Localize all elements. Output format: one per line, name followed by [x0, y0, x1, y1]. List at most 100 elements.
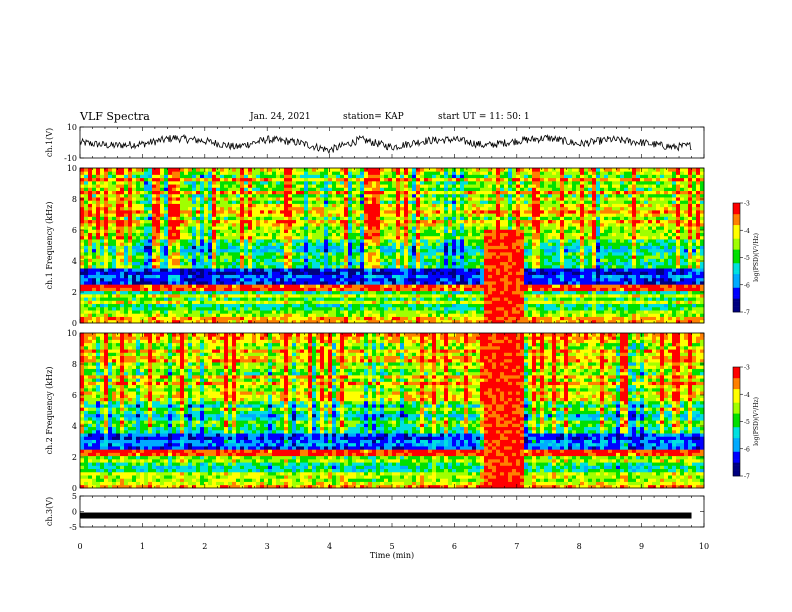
spectrogram-cell	[468, 274, 473, 279]
spectrogram-cell	[320, 180, 325, 185]
spectrogram-cell	[172, 216, 177, 221]
spectrogram-cell	[232, 235, 237, 240]
spectrogram-cell	[100, 258, 105, 263]
spectrogram-cell	[148, 168, 153, 172]
spectrogram-cell	[280, 171, 285, 175]
spectrogram-cell	[128, 274, 133, 279]
spectrogram-cell	[172, 171, 177, 175]
spectrogram-cell	[480, 193, 485, 198]
spectrogram-cell	[308, 264, 313, 269]
spectrogram-cell	[376, 184, 381, 188]
spectrogram-cell	[168, 277, 173, 282]
spectrogram-cell	[156, 193, 161, 198]
spectrogram-cell	[228, 197, 233, 201]
spectrogram-cell	[88, 180, 93, 185]
spectrogram-cell	[228, 268, 233, 272]
spectrogram-cell	[296, 264, 301, 269]
spectrogram-cell	[284, 219, 289, 224]
spectrogram-cell	[272, 287, 277, 292]
spectrogram-cell	[156, 200, 161, 204]
spectrogram-cell	[164, 226, 169, 230]
spectrogram-cell	[220, 251, 225, 256]
spectrogram-cell	[144, 281, 149, 285]
spectrogram-cell	[312, 248, 317, 253]
spectrogram-cell	[304, 203, 309, 208]
spectrogram-cell	[340, 180, 345, 185]
spectrogram-cell	[136, 180, 141, 185]
spectrogram-cell	[180, 213, 185, 217]
spectrogram-cell	[400, 174, 405, 179]
spectrogram-cell	[384, 229, 389, 233]
spectrogram-cell	[88, 168, 93, 172]
spectrogram-cell	[312, 216, 317, 221]
spectrogram-cell	[472, 261, 477, 266]
spectrogram-cell	[264, 274, 269, 279]
spectrogram-cell	[436, 316, 441, 321]
spectrogram-cell	[108, 293, 113, 298]
spectrogram-cell	[96, 213, 101, 217]
spectrogram-cell	[312, 226, 317, 230]
spectrogram-cell	[240, 177, 245, 182]
spectrogram-cell	[80, 229, 85, 233]
spectrogram-cell	[440, 293, 445, 298]
spectrogram-cell	[328, 174, 333, 179]
spectrogram-cell	[364, 209, 369, 214]
spectrogram-cell	[268, 203, 273, 208]
spectrogram-cell	[256, 319, 261, 324]
spectrogram-cell	[364, 187, 369, 192]
spectrogram-cell	[320, 313, 325, 317]
spectrogram-cell	[444, 297, 449, 301]
spectrogram-cell	[264, 258, 269, 263]
spectrogram-cell	[272, 284, 277, 288]
spectrogram-cell	[216, 168, 221, 172]
spectrogram-cell	[200, 316, 205, 321]
spectrogram-cell	[220, 303, 225, 308]
spectrogram-cell	[188, 193, 193, 198]
spectrogram-cell	[96, 171, 101, 175]
spectrogram-cell	[216, 180, 221, 185]
spectrogram-cell	[88, 209, 93, 214]
spectrogram-cell	[304, 310, 309, 314]
spectrogram-cell	[240, 264, 245, 269]
spectrogram-cell	[408, 264, 413, 269]
spectrogram-cell	[420, 229, 425, 233]
spectrogram-cell	[168, 171, 173, 175]
spectrogram-cell	[424, 303, 429, 308]
spectrogram-cell	[144, 306, 149, 311]
spectrogram-cell	[108, 193, 113, 198]
spectrogram-cell	[304, 184, 309, 188]
spectrogram-cell	[336, 306, 341, 311]
spectrogram-cell	[176, 261, 181, 266]
spectrogram-cell	[200, 239, 205, 243]
spectrogram-cell	[420, 300, 425, 305]
spectrogram-cell	[304, 255, 309, 259]
spectrogram-cell	[384, 203, 389, 208]
spectrogram-cell	[140, 190, 145, 195]
spectrogram-cell	[252, 168, 257, 172]
spectrogram-cell	[264, 310, 269, 314]
spectrogram-cell	[264, 251, 269, 256]
spectrogram-cell	[364, 277, 369, 282]
spectrogram-cell	[424, 297, 429, 301]
spectrogram-cell	[328, 255, 333, 259]
spectrogram-cell	[300, 268, 305, 272]
spectrogram-cell	[256, 168, 261, 172]
spectrogram-cell	[440, 313, 445, 317]
spectrogram-cell	[244, 300, 249, 305]
spectrogram-cell	[80, 313, 85, 317]
spectrogram-cell	[88, 258, 93, 263]
spectrogram-cell	[312, 209, 317, 214]
spectrogram-cell	[232, 226, 237, 230]
spectrogram-cell	[176, 303, 181, 308]
spectrogram-cell	[312, 300, 317, 305]
spectrogram-cell	[288, 209, 293, 214]
spectrogram-cell	[452, 216, 457, 221]
spectrogram-cell	[352, 303, 357, 308]
spectrogram-cell	[132, 197, 137, 201]
spectrogram-cell	[340, 271, 345, 275]
spectrogram-cell	[344, 248, 349, 253]
spectrogram-cell	[432, 297, 437, 301]
spectrogram-cell	[444, 261, 449, 266]
spectrogram-cell	[300, 274, 305, 279]
spectrogram-cell	[144, 200, 149, 204]
